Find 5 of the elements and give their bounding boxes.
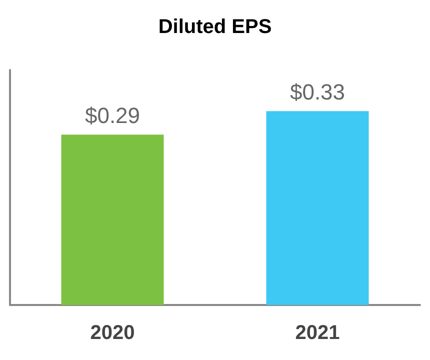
data-label: $0.33 (290, 80, 346, 105)
chart-title: Diluted EPS (158, 16, 272, 38)
x-tick-label: 2021 (295, 322, 340, 344)
x-tick-label: 2020 (90, 322, 135, 344)
data-label: $0.29 (84, 103, 140, 128)
